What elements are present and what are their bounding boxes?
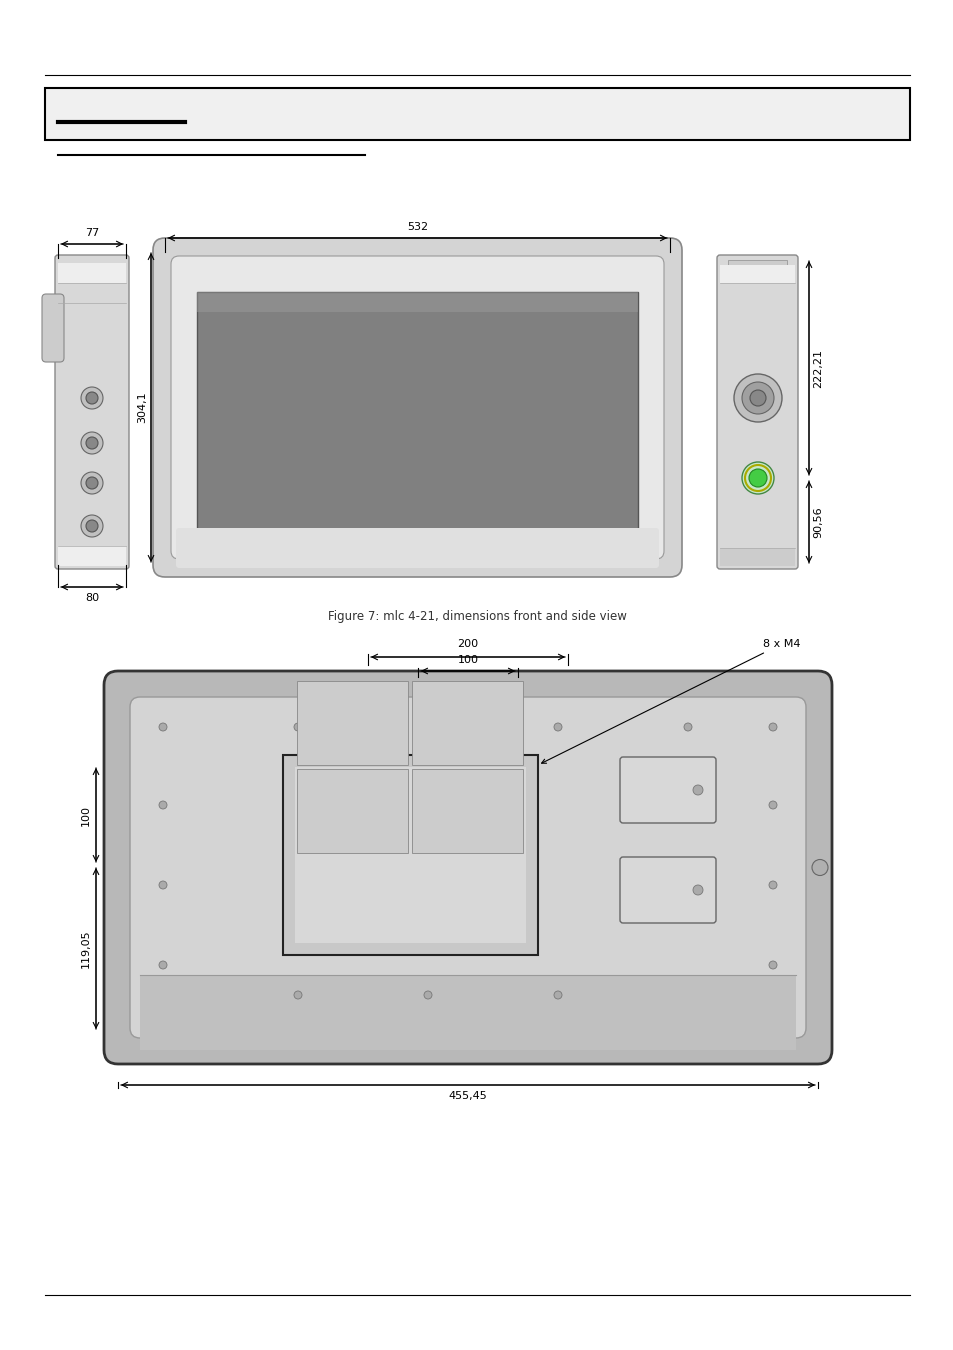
Bar bbox=[283, 755, 537, 954]
Circle shape bbox=[294, 724, 302, 730]
Circle shape bbox=[741, 382, 773, 414]
Bar bbox=[720, 265, 794, 284]
Circle shape bbox=[423, 991, 432, 999]
Circle shape bbox=[748, 468, 766, 487]
FancyBboxPatch shape bbox=[717, 255, 797, 568]
Circle shape bbox=[81, 514, 103, 537]
Circle shape bbox=[768, 724, 776, 730]
Circle shape bbox=[683, 724, 691, 730]
Circle shape bbox=[159, 801, 167, 809]
Circle shape bbox=[811, 860, 827, 876]
Text: 532: 532 bbox=[407, 221, 428, 232]
FancyBboxPatch shape bbox=[130, 697, 805, 1038]
Text: 304,1: 304,1 bbox=[137, 392, 147, 424]
FancyBboxPatch shape bbox=[619, 857, 716, 923]
Bar bbox=[196, 292, 638, 312]
Bar bbox=[45, 88, 909, 140]
Circle shape bbox=[86, 392, 98, 404]
FancyBboxPatch shape bbox=[55, 255, 129, 568]
Bar bbox=[296, 680, 408, 765]
Text: 222,21: 222,21 bbox=[812, 348, 822, 387]
Circle shape bbox=[692, 886, 702, 895]
Circle shape bbox=[159, 882, 167, 890]
Bar bbox=[58, 263, 126, 284]
FancyBboxPatch shape bbox=[152, 238, 681, 576]
Bar bbox=[296, 769, 408, 853]
Text: 455,45: 455,45 bbox=[448, 1091, 487, 1102]
Bar bbox=[412, 680, 522, 765]
Circle shape bbox=[86, 437, 98, 450]
Circle shape bbox=[81, 432, 103, 454]
Circle shape bbox=[554, 991, 561, 999]
Text: 77: 77 bbox=[85, 228, 99, 238]
Text: 90,56: 90,56 bbox=[812, 506, 822, 537]
Circle shape bbox=[294, 991, 302, 999]
Circle shape bbox=[768, 961, 776, 969]
Circle shape bbox=[768, 801, 776, 809]
Bar bbox=[196, 292, 638, 533]
Circle shape bbox=[741, 462, 773, 494]
Circle shape bbox=[81, 387, 103, 409]
Circle shape bbox=[749, 390, 765, 406]
Circle shape bbox=[86, 520, 98, 532]
Circle shape bbox=[423, 724, 432, 730]
Bar bbox=[727, 261, 786, 270]
Text: 100: 100 bbox=[81, 805, 91, 825]
Bar bbox=[140, 975, 795, 1050]
Bar bbox=[412, 769, 522, 853]
FancyBboxPatch shape bbox=[171, 256, 663, 559]
Circle shape bbox=[733, 374, 781, 423]
FancyBboxPatch shape bbox=[175, 528, 659, 568]
Circle shape bbox=[159, 961, 167, 969]
Text: 8 x M4: 8 x M4 bbox=[541, 639, 800, 763]
Text: 200: 200 bbox=[456, 639, 478, 649]
Circle shape bbox=[768, 882, 776, 890]
Text: 100: 100 bbox=[457, 655, 478, 666]
Bar bbox=[720, 548, 794, 566]
Text: 119,05: 119,05 bbox=[81, 929, 91, 968]
FancyBboxPatch shape bbox=[619, 757, 716, 823]
Circle shape bbox=[86, 477, 98, 489]
Circle shape bbox=[692, 784, 702, 795]
Text: 80: 80 bbox=[85, 593, 99, 603]
Circle shape bbox=[554, 724, 561, 730]
Bar bbox=[294, 767, 525, 944]
FancyBboxPatch shape bbox=[104, 671, 831, 1064]
Bar bbox=[58, 545, 126, 566]
Circle shape bbox=[159, 724, 167, 730]
FancyBboxPatch shape bbox=[42, 294, 64, 362]
Circle shape bbox=[81, 472, 103, 494]
Text: Figure 7: mlc 4-21, dimensions front and side view: Figure 7: mlc 4-21, dimensions front and… bbox=[327, 610, 626, 622]
